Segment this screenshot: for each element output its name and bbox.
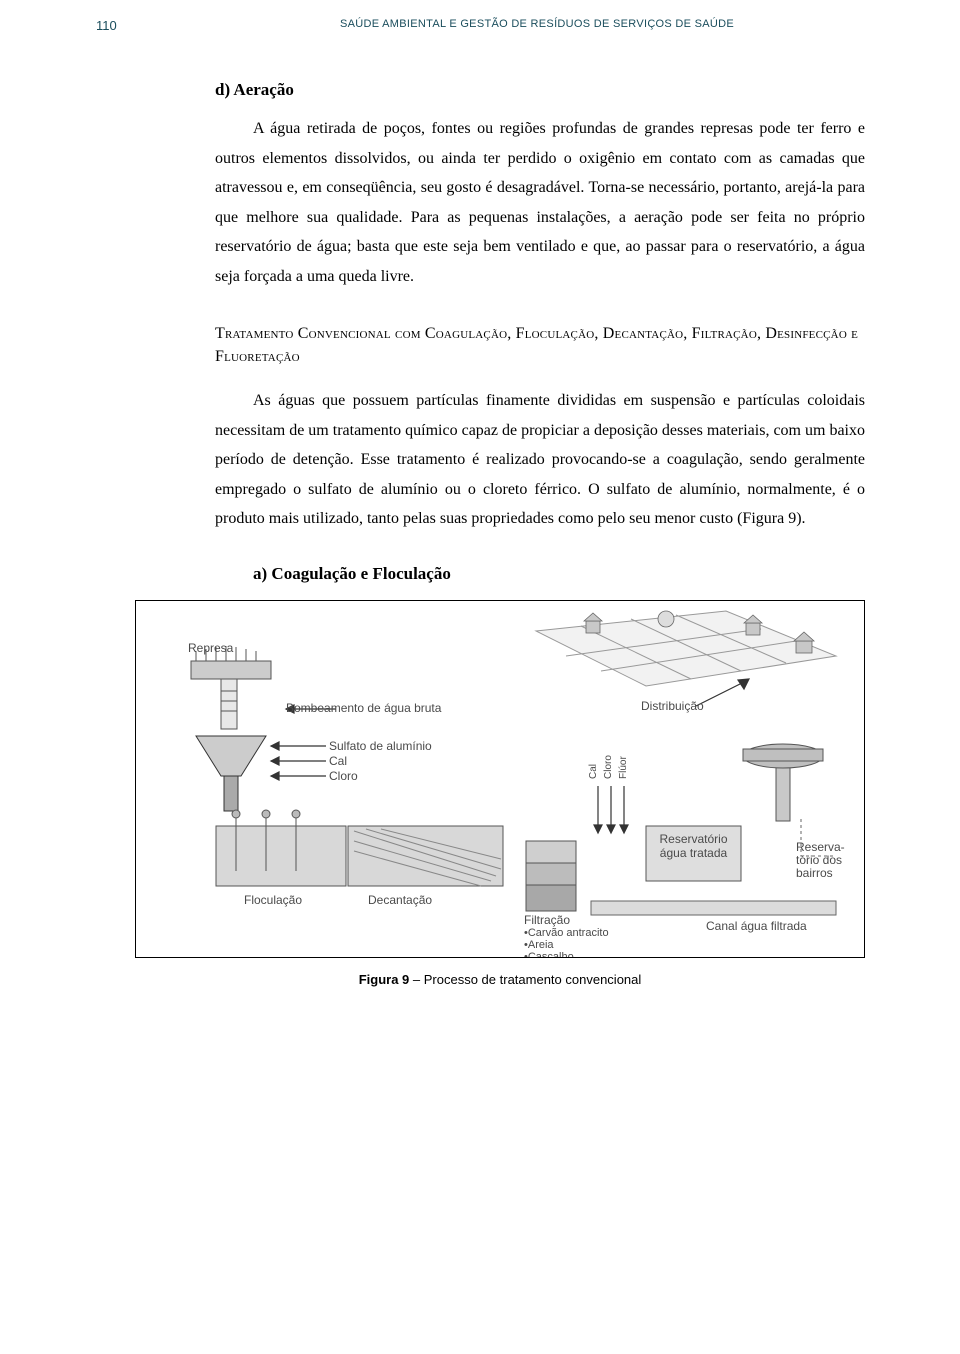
figure-9-caption: Figura 9 – Processo de tratamento conven… (135, 972, 865, 987)
page-content: d) Aeração A água retirada de poços, fon… (215, 80, 865, 987)
label-reservatorio-bairros: Reserva-tório dos bairros (796, 841, 856, 881)
label-reservatorio-tratada: Reservatório água tratada (651, 833, 736, 861)
label-decantacao: Decantação (368, 893, 432, 907)
label-floculacao: Floculação (244, 893, 302, 907)
label-canal: Canal água filtrada (706, 919, 807, 933)
figure-9-diagram: Represa Bombeamento de água bruta Sulfat… (135, 600, 865, 958)
label-represa: Represa (188, 641, 233, 655)
figure-9-caption-rest: – Processo de tratamento convencional (409, 972, 641, 987)
label-sulfato: Sulfato de alumínio (329, 739, 432, 753)
page-number: 110 (96, 18, 117, 33)
section-d-title: d) Aeração (215, 80, 865, 100)
figure-9: Represa Bombeamento de água bruta Sulfat… (135, 600, 865, 987)
label-filtracao: Filtração (524, 913, 570, 927)
treatment-body: As águas que possuem partículas finament… (215, 386, 865, 534)
subsection-a-title: a) Coagulação e Floculação (253, 564, 865, 584)
running-header: SAÚDE AMBIENTAL E GESTÃO DE RESÍDUOS DE … (340, 18, 865, 30)
label-cal2: Cal (588, 764, 599, 779)
label-carvao: •Carvão antracito (524, 927, 609, 939)
label-bombeamento: Bombeamento de água bruta (286, 701, 441, 715)
label-cascalho: •Cascalho (524, 951, 574, 958)
treatment-subtitle: Tratamento Convencional com Coagulação, … (215, 322, 865, 368)
label-cal: Cal (329, 754, 347, 768)
label-areia: •Areia (524, 939, 554, 951)
label-fluor: Flúor (618, 756, 629, 779)
label-distribuicao: Distribuição (641, 699, 704, 713)
label-cloro: Cloro (329, 769, 358, 783)
section-d-body: A água retirada de poços, fontes ou regi… (215, 114, 865, 292)
label-cloro2: Cloro (603, 755, 614, 779)
figure-9-caption-bold: Figura 9 (359, 972, 410, 987)
